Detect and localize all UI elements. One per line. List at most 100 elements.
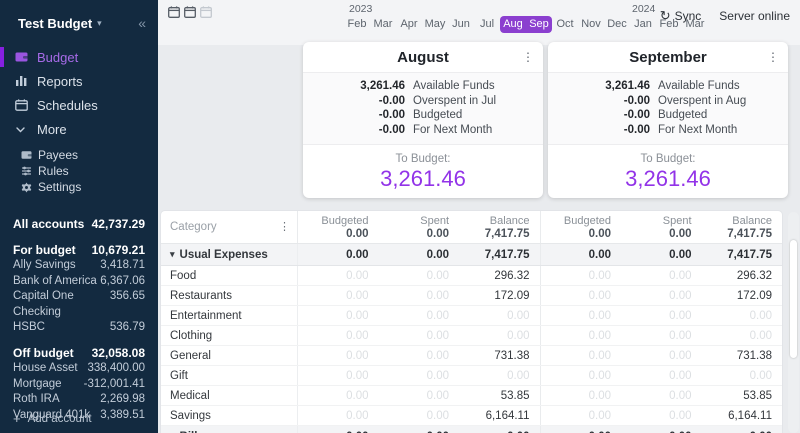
- category-row-gift[interactable]: Gift 0.00 0.00 0.00 0.00 0.00 0.00: [161, 366, 782, 386]
- account-row-ally-savings[interactable]: Ally Savings 3,418.71: [0, 258, 158, 274]
- spent-cell[interactable]: 0.00: [426, 409, 449, 422]
- balance-cell[interactable]: 296.32: [494, 269, 530, 282]
- add-account-button[interactable]: + Add account: [13, 411, 92, 426]
- budgeted-cell[interactable]: 0.00: [346, 289, 369, 302]
- budgeted-cell[interactable]: 0.00: [346, 389, 369, 402]
- balance-cell[interactable]: 6,164.11: [485, 409, 530, 422]
- account-row-hsbc[interactable]: HSBC 536.79: [0, 320, 158, 336]
- sidebar-item-more[interactable]: More: [0, 117, 158, 141]
- balance-cell[interactable]: 0.00: [702, 431, 783, 433]
- month-nov-2023[interactable]: Nov: [581, 18, 601, 30]
- balance-cell[interactable]: 0.00: [507, 329, 530, 342]
- budgeted-cell[interactable]: 0.00: [346, 269, 369, 282]
- spent-cell[interactable]: 0.00: [669, 289, 692, 302]
- balance-cell[interactable]: 296.32: [736, 269, 772, 282]
- month-aug-2023-selected[interactable]: Aug: [500, 16, 526, 33]
- month-mar-2024[interactable]: Mar: [685, 18, 705, 30]
- month-feb-2023[interactable]: Feb: [347, 18, 367, 30]
- sidebar-item-payees[interactable]: Payees: [0, 147, 158, 163]
- balance-cell[interactable]: 731.38: [736, 349, 772, 362]
- budgeted-column-header[interactable]: Budgeted 0.00: [541, 211, 622, 241]
- balance-column-header[interactable]: Balance 7,417.75: [459, 211, 540, 241]
- category-row-medical[interactable]: Medical 0.00 0.00 53.85 0.00 0.00 53.85: [161, 386, 782, 406]
- spent-cell[interactable]: 0.00: [669, 309, 692, 322]
- spent-cell[interactable]: 0.00: [669, 329, 692, 342]
- account-row-bank-of-america[interactable]: Bank of America 6,367.06: [0, 274, 158, 290]
- spent-cell[interactable]: 0.00: [669, 369, 692, 382]
- budgeted-cell[interactable]: 0.00: [346, 349, 369, 362]
- spent-cell[interactable]: 0.00: [669, 389, 692, 402]
- spent-cell[interactable]: 0.00: [669, 349, 692, 362]
- category-name[interactable]: Savings: [161, 406, 298, 425]
- to-budget-amount[interactable]: 3,261.46: [380, 166, 466, 191]
- sync-button[interactable]: ↻ Sync: [660, 8, 702, 24]
- spent-column-header[interactable]: Spent 0.00: [621, 211, 702, 241]
- month-sep-2023-selected[interactable]: Sep: [526, 16, 552, 33]
- balance-cell[interactable]: 0.00: [459, 431, 540, 433]
- category-name[interactable]: General: [161, 346, 298, 365]
- account-row-house-asset[interactable]: House Asset 338,400.00: [0, 361, 158, 377]
- account-row-vanguard-401k[interactable]: Vanguard 401k 3,389.51: [0, 408, 158, 424]
- category-name[interactable]: Medical: [161, 386, 298, 405]
- month-jan-2024[interactable]: Jan: [634, 18, 652, 30]
- kebab-menu-icon[interactable]: ⋮: [279, 221, 290, 233]
- category-row-savings[interactable]: Savings 0.00 0.00 6,164.11 0.00 0.00 6,1…: [161, 406, 782, 426]
- to-budget-amount[interactable]: 3,261.46: [625, 166, 711, 191]
- balance-cell[interactable]: 0.00: [507, 309, 530, 322]
- balance-cell[interactable]: 0.00: [749, 329, 772, 342]
- category-name[interactable]: Restaurants: [161, 286, 298, 305]
- three-month-view-icon[interactable]: [200, 6, 212, 18]
- sidebar-item-reports[interactable]: Reports: [0, 69, 158, 93]
- balance-cell[interactable]: 7,417.75: [727, 248, 772, 261]
- budgeted-cell[interactable]: 0.00: [541, 431, 622, 433]
- category-row-clothing[interactable]: Clothing 0.00 0.00 0.00 0.00 0.00 0.00: [161, 326, 782, 346]
- month-may-2023[interactable]: May: [424, 18, 446, 30]
- account-row-capital-one-checking[interactable]: Capital One Checking 356.65: [0, 289, 158, 320]
- budgeted-cell[interactable]: 0.00: [346, 409, 369, 422]
- category-name[interactable]: Food: [161, 266, 298, 285]
- month-jun-2023[interactable]: Jun: [452, 18, 470, 30]
- budgeted-cell[interactable]: 0.00: [588, 389, 611, 402]
- category-name[interactable]: Entertainment: [161, 306, 298, 325]
- sidebar-item-rules[interactable]: Rules: [0, 163, 158, 179]
- sidebar-item-schedules[interactable]: Schedules: [0, 93, 158, 117]
- budget-switcher[interactable]: Test Budget ▾ «: [0, 0, 158, 37]
- spent-cell[interactable]: 0.00: [669, 409, 692, 422]
- spent-cell[interactable]: 0.00: [426, 269, 449, 282]
- month-oct-2023[interactable]: Oct: [556, 18, 574, 30]
- scrollbar-thumb[interactable]: [789, 240, 797, 358]
- spent-cell[interactable]: 0.00: [669, 248, 692, 261]
- balance-cell[interactable]: 53.85: [743, 389, 772, 402]
- spent-cell[interactable]: 0.00: [426, 389, 449, 402]
- triangle-right-icon[interactable]: ▸: [170, 431, 175, 433]
- account-row-roth-ira[interactable]: Roth IRA 2,269.98: [0, 392, 158, 408]
- category-row-restaurants[interactable]: Restaurants 0.00 0.00 172.09 0.00 0.00 1…: [161, 286, 782, 306]
- month-dec-2023[interactable]: Dec: [607, 18, 627, 30]
- category-row-food[interactable]: Food 0.00 0.00 296.32 0.00 0.00 296.32: [161, 266, 782, 286]
- spent-cell[interactable]: 0.00: [426, 289, 449, 302]
- category-name[interactable]: Gift: [161, 366, 298, 385]
- balance-cell[interactable]: 0.00: [507, 369, 530, 382]
- group-row-bills[interactable]: ▸ Bills 0.00 0.00 0.00 0.00 0.00 0.00: [161, 426, 782, 433]
- server-status[interactable]: Server online: [719, 9, 790, 23]
- table-scrollbar[interactable]: [788, 212, 799, 433]
- spent-cell[interactable]: 0.00: [621, 431, 702, 433]
- month-feb-2024[interactable]: Feb: [659, 18, 679, 30]
- group-row-usual-expenses[interactable]: ▾ Usual Expenses 0.00 0.00 7,417.75 0.00…: [161, 244, 782, 266]
- group-name-cell[interactable]: ▸ Bills: [161, 426, 298, 433]
- budgeted-cell[interactable]: 0.00: [588, 369, 611, 382]
- for-budget-row[interactable]: For budget 10,679.21: [0, 243, 158, 259]
- budget-name[interactable]: Test Budget: [18, 15, 93, 31]
- budgeted-cell[interactable]: 0.00: [588, 289, 611, 302]
- account-row-mortgage[interactable]: Mortgage -312,001.41: [0, 377, 158, 393]
- month-apr-2023[interactable]: Apr: [400, 18, 418, 30]
- budgeted-cell[interactable]: 0.00: [298, 431, 379, 433]
- budgeted-cell[interactable]: 0.00: [346, 329, 369, 342]
- budgeted-cell[interactable]: 0.00: [588, 248, 611, 261]
- spent-cell[interactable]: 0.00: [669, 269, 692, 282]
- balance-cell[interactable]: 6,164.11: [728, 409, 772, 422]
- group-name-cell[interactable]: ▾ Usual Expenses: [161, 244, 298, 265]
- balance-cell[interactable]: 172.09: [736, 289, 772, 302]
- budgeted-cell[interactable]: 0.00: [588, 309, 611, 322]
- spent-cell[interactable]: 0.00: [426, 349, 449, 362]
